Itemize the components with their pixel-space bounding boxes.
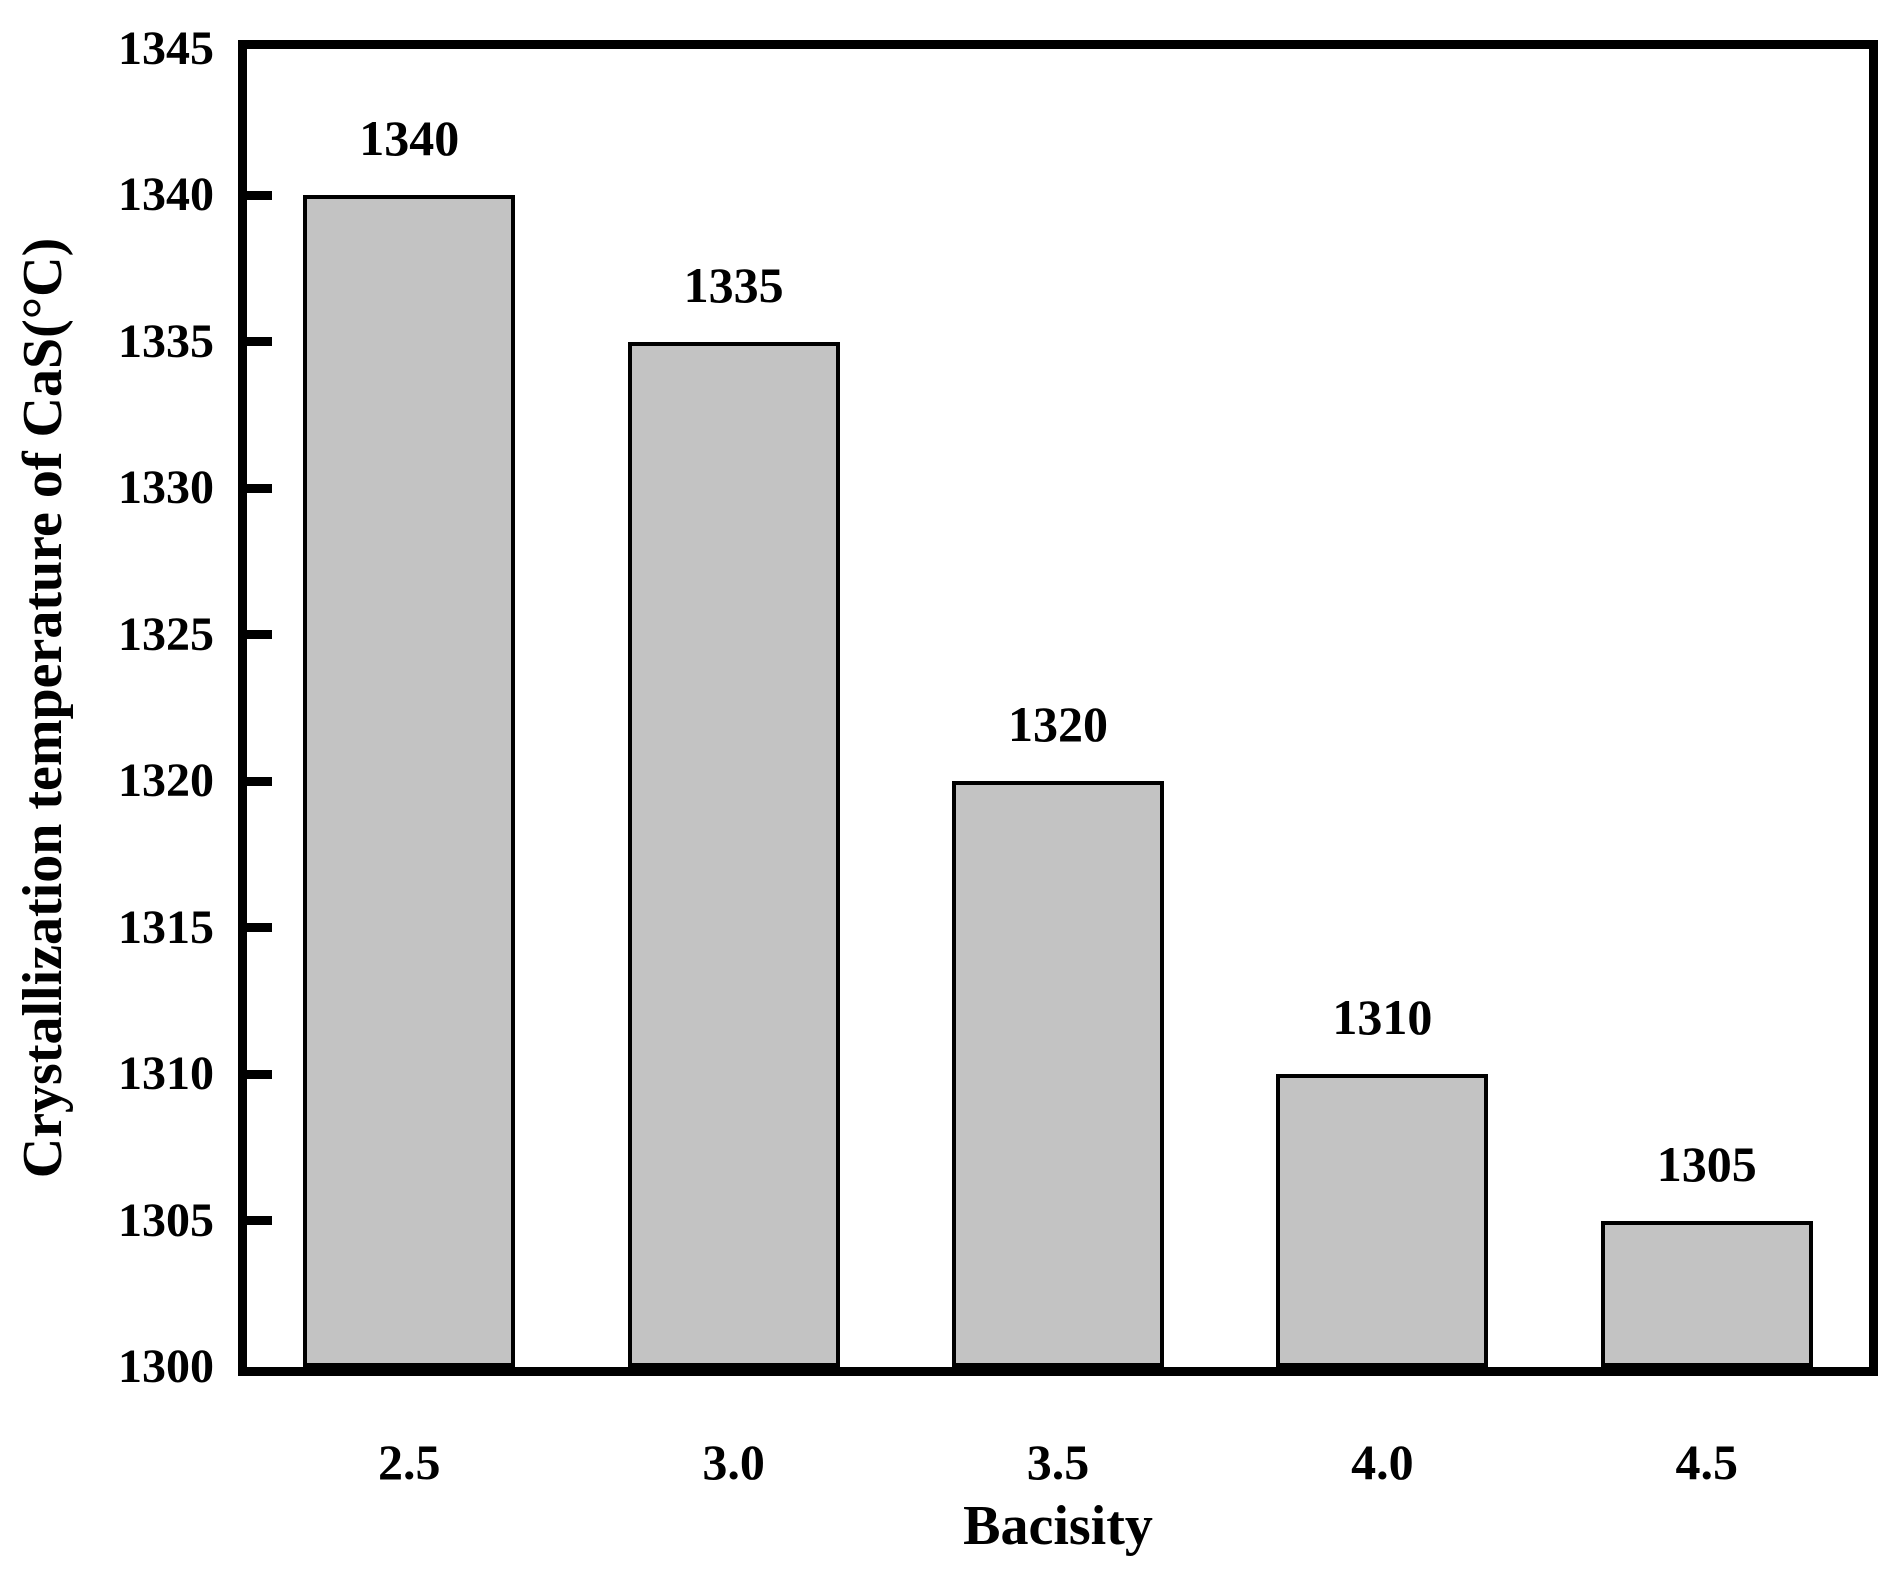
y-tick <box>247 776 272 786</box>
y-tick-label: 1325 <box>118 607 214 661</box>
x-tick-label: 4.5 <box>1675 1434 1739 1490</box>
y-tick <box>247 1216 272 1226</box>
bar-value-label: 1305 <box>1656 1135 1757 1192</box>
y-tick <box>247 483 272 493</box>
y-tick-label: 1320 <box>118 754 214 808</box>
bar-value-label: 1320 <box>1008 696 1108 753</box>
y-tick-label: 1300 <box>118 1340 214 1393</box>
bar <box>1600 1220 1813 1367</box>
y-tick-label: 1305 <box>118 1193 214 1247</box>
bar-value-label: 1310 <box>1332 989 1433 1046</box>
bar-value-label: 1340 <box>359 110 460 167</box>
y-tick-label: 1310 <box>118 1047 214 1101</box>
x-tick-label: 2.5 <box>377 1434 441 1490</box>
bar <box>952 781 1164 1367</box>
y-tick-label: 1345 <box>118 22 214 75</box>
y-tick-label: 1340 <box>118 168 214 222</box>
bar-value-label: 1335 <box>683 256 784 313</box>
y-tick <box>247 923 272 933</box>
bar <box>627 341 840 1367</box>
x-axis-title: Bacisity <box>963 1495 1153 1557</box>
bar <box>1276 1074 1489 1367</box>
bar <box>303 195 516 1367</box>
x-tick-label: 4.0 <box>1351 1434 1414 1490</box>
y-tick <box>247 630 272 640</box>
x-tick-label: 3.0 <box>702 1434 765 1490</box>
y-tick-label: 1315 <box>118 900 214 954</box>
y-tick <box>247 190 272 200</box>
x-tick-label: 3.5 <box>1026 1434 1090 1490</box>
plot-area: 1340 1335 1320 1310 1305 <box>238 40 1878 1376</box>
y-tick <box>247 337 272 347</box>
y-tick-label: 1335 <box>118 314 214 368</box>
y-tick <box>247 1069 272 1079</box>
y-tick-label: 1330 <box>118 461 214 515</box>
